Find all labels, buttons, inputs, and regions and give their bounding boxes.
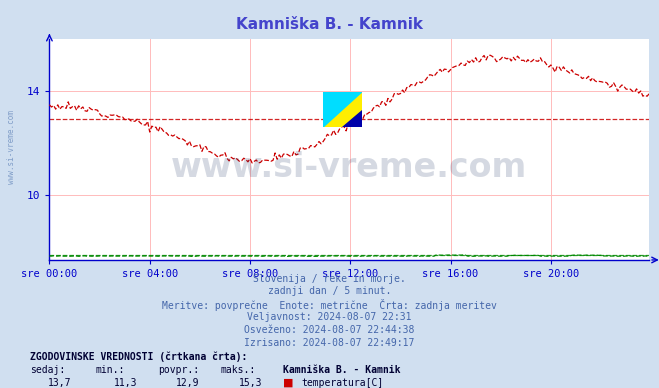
Text: 12,9: 12,9 xyxy=(176,378,200,388)
Text: sedaj:: sedaj: xyxy=(30,365,65,375)
Text: ZGODOVINSKE VREDNOSTI (črtkana črta):: ZGODOVINSKE VREDNOSTI (črtkana črta): xyxy=(30,352,247,362)
Text: Kamniška B. - Kamnik: Kamniška B. - Kamnik xyxy=(283,365,401,375)
Text: Izrisano: 2024-08-07 22:49:17: Izrisano: 2024-08-07 22:49:17 xyxy=(244,338,415,348)
Polygon shape xyxy=(323,92,362,127)
Text: povpr.:: povpr.: xyxy=(158,365,199,375)
Text: maks.:: maks.: xyxy=(221,365,256,375)
Text: 15,3: 15,3 xyxy=(239,378,262,388)
Text: Kamniška B. - Kamnik: Kamniška B. - Kamnik xyxy=(236,17,423,33)
Polygon shape xyxy=(323,92,362,127)
Text: Meritve: povprečne  Enote: metrične  Črta: zadnja meritev: Meritve: povprečne Enote: metrične Črta:… xyxy=(162,299,497,311)
Text: zadnji dan / 5 minut.: zadnji dan / 5 minut. xyxy=(268,286,391,296)
Polygon shape xyxy=(343,109,362,127)
Text: ■: ■ xyxy=(283,378,294,388)
Text: www.si-vreme.com: www.si-vreme.com xyxy=(7,111,16,184)
Text: temperatura[C]: temperatura[C] xyxy=(302,378,384,388)
Text: Osveženo: 2024-08-07 22:44:38: Osveženo: 2024-08-07 22:44:38 xyxy=(244,325,415,335)
Text: min.:: min.: xyxy=(96,365,125,375)
Text: www.si-vreme.com: www.si-vreme.com xyxy=(171,151,527,184)
Text: Veljavnost: 2024-08-07 22:31: Veljavnost: 2024-08-07 22:31 xyxy=(247,312,412,322)
Text: 13,7: 13,7 xyxy=(47,378,71,388)
Text: 11,3: 11,3 xyxy=(113,378,137,388)
Text: Slovenija / reke in morje.: Slovenija / reke in morje. xyxy=(253,274,406,284)
